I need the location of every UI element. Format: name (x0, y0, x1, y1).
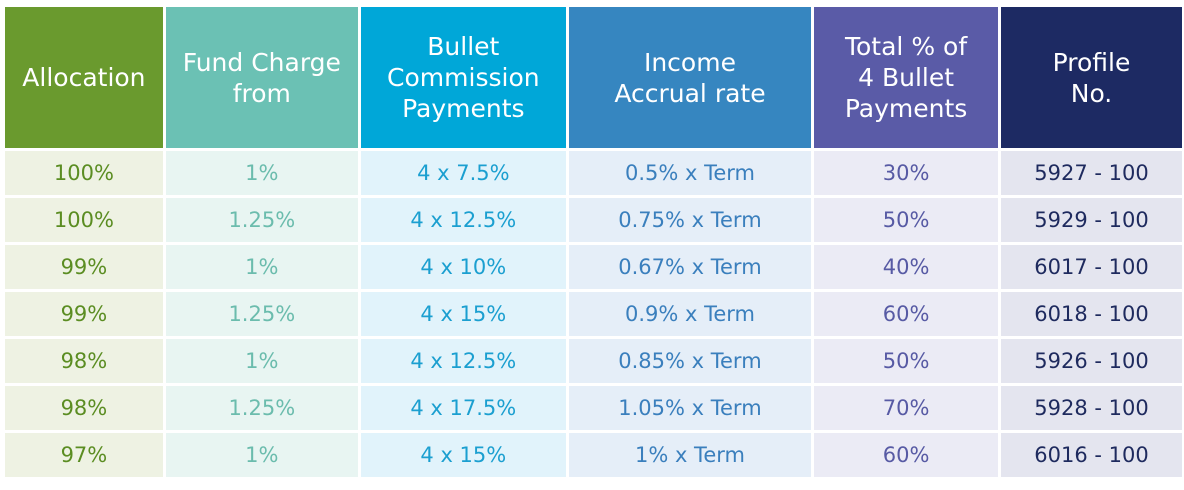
cell-allocation: 100% (5, 151, 163, 195)
cell-total-bullet: 50% (814, 339, 999, 383)
profile-table: Allocation Fund Charge from Bullet Commi… (2, 4, 1184, 480)
cell-profile-no: 5929 - 100 (1001, 198, 1182, 242)
cell-fund-charge: 1% (165, 339, 358, 383)
cell-income-accrual: 0.67% x Term (568, 245, 812, 289)
cell-profile-no: 5926 - 100 (1001, 339, 1182, 383)
cell-bullet-commission: 4 x 12.5% (360, 198, 566, 242)
cell-income-accrual: 0.75% x Term (568, 198, 812, 242)
cell-bullet-commission: 4 x 17.5% (360, 386, 566, 430)
cell-total-bullet: 40% (814, 245, 999, 289)
table-row: 97% 1% 4 x 15% 1% x Term 60% 6016 - 100 (5, 433, 1182, 477)
cell-bullet-commission: 4 x 15% (360, 433, 566, 477)
cell-bullet-commission: 4 x 12.5% (360, 339, 566, 383)
table-row: 99% 1% 4 x 10% 0.67% x Term 40% 6017 - 1… (5, 245, 1182, 289)
header-profile-no: Profile No. (1001, 7, 1182, 148)
cell-fund-charge: 1% (165, 151, 358, 195)
cell-profile-no: 5927 - 100 (1001, 151, 1182, 195)
cell-total-bullet: 50% (814, 198, 999, 242)
cell-total-bullet: 30% (814, 151, 999, 195)
cell-allocation: 98% (5, 339, 163, 383)
cell-profile-no: 6017 - 100 (1001, 245, 1182, 289)
header-fund-charge: Fund Charge from (165, 7, 358, 148)
header-total-bullet: Total % of 4 Bullet Payments (814, 7, 999, 148)
cell-total-bullet: 70% (814, 386, 999, 430)
cell-allocation: 99% (5, 292, 163, 336)
cell-allocation: 100% (5, 198, 163, 242)
table-row: 100% 1.25% 4 x 12.5% 0.75% x Term 50% 59… (5, 198, 1182, 242)
cell-fund-charge: 1% (165, 245, 358, 289)
table-row: 100% 1% 4 x 7.5% 0.5% x Term 30% 5927 - … (5, 151, 1182, 195)
cell-bullet-commission: 4 x 15% (360, 292, 566, 336)
cell-profile-no: 6018 - 100 (1001, 292, 1182, 336)
cell-income-accrual: 1% x Term (568, 433, 812, 477)
cell-fund-charge: 1.25% (165, 292, 358, 336)
cell-allocation: 97% (5, 433, 163, 477)
cell-fund-charge: 1% (165, 433, 358, 477)
cell-income-accrual: 0.5% x Term (568, 151, 812, 195)
cell-allocation: 98% (5, 386, 163, 430)
profile-table-container: Allocation Fund Charge from Bullet Commi… (5, 7, 1182, 477)
header-row: Allocation Fund Charge from Bullet Commi… (5, 7, 1182, 148)
cell-profile-no: 5928 - 100 (1001, 386, 1182, 430)
cell-income-accrual: 0.85% x Term (568, 339, 812, 383)
cell-income-accrual: 1.05% x Term (568, 386, 812, 430)
cell-bullet-commission: 4 x 7.5% (360, 151, 566, 195)
cell-total-bullet: 60% (814, 292, 999, 336)
header-bullet-commission: Bullet Commission Payments (360, 7, 566, 148)
cell-bullet-commission: 4 x 10% (360, 245, 566, 289)
table-row: 99% 1.25% 4 x 15% 0.9% x Term 60% 6018 -… (5, 292, 1182, 336)
cell-income-accrual: 0.9% x Term (568, 292, 812, 336)
table-row: 98% 1.25% 4 x 17.5% 1.05% x Term 70% 592… (5, 386, 1182, 430)
cell-total-bullet: 60% (814, 433, 999, 477)
cell-fund-charge: 1.25% (165, 198, 358, 242)
header-income-accrual: Income Accrual rate (568, 7, 812, 148)
cell-allocation: 99% (5, 245, 163, 289)
cell-fund-charge: 1.25% (165, 386, 358, 430)
header-allocation: Allocation (5, 7, 163, 148)
cell-profile-no: 6016 - 100 (1001, 433, 1182, 477)
table-row: 98% 1% 4 x 12.5% 0.85% x Term 50% 5926 -… (5, 339, 1182, 383)
